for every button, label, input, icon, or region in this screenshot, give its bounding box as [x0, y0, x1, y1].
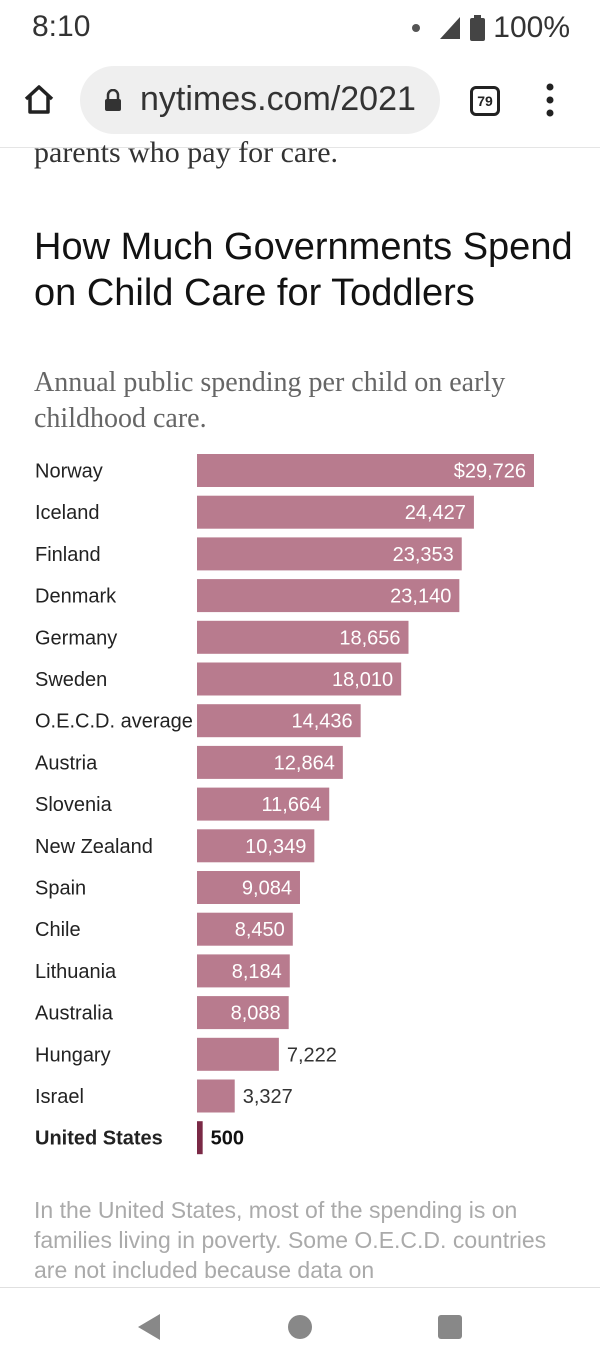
- value-label: 12,864: [274, 752, 335, 774]
- bar: [197, 996, 289, 1030]
- status-bar: 8:10 100%: [0, 0, 600, 56]
- bar: [197, 1037, 279, 1071]
- tab-switcher-icon[interactable]: 79: [470, 86, 500, 116]
- bar: [197, 745, 343, 779]
- signal-icon: [440, 17, 461, 39]
- category-label: Lithuania: [35, 961, 117, 983]
- bar: [197, 579, 460, 613]
- category-label: Australia: [35, 1003, 114, 1025]
- battery-level: 100%: [493, 11, 570, 44]
- home-button-icon[interactable]: [288, 1315, 312, 1339]
- bar: [197, 495, 474, 529]
- lock-icon: [105, 89, 121, 111]
- category-label: O.E.C.D. average: [35, 711, 193, 733]
- value-label: 23,353: [393, 544, 454, 566]
- value-label: 8,184: [232, 961, 282, 983]
- address-bar[interactable]: nytimes.com/2021: [80, 66, 440, 134]
- bar: [197, 912, 293, 946]
- bar: [197, 454, 534, 487]
- bar: [197, 787, 330, 821]
- bar: [197, 1079, 235, 1113]
- status-icons: 100%: [412, 11, 570, 45]
- value-label: 11,664: [262, 794, 322, 816]
- value-label: 3,327: [243, 1086, 293, 1108]
- value-label: 8,088: [231, 1003, 281, 1025]
- chart-title: How Much Governments Spend on Child Care…: [34, 226, 573, 314]
- bar: [197, 662, 402, 696]
- bar-chart: Norway $29,726 Iceland 24,427 Finland 23,353 D…: [35, 454, 534, 1155]
- chart-footnote: In the United States, most of the spendi…: [34, 1197, 547, 1283]
- category-label: Hungary: [35, 1044, 111, 1066]
- value-label: 10,349: [245, 836, 306, 858]
- bar: [197, 704, 361, 738]
- category-label: Chile: [35, 919, 81, 941]
- value-label: 9,084: [242, 878, 292, 900]
- url-text: nytimes.com/2021: [140, 80, 416, 118]
- bar: [197, 871, 300, 904]
- value-label: 24,427: [405, 502, 466, 524]
- value-label: 18,656: [339, 627, 400, 649]
- bar: [197, 537, 462, 571]
- value-label: 500: [211, 1128, 244, 1150]
- value-label: $29,726: [454, 461, 526, 483]
- category-label: Iceland: [35, 502, 100, 524]
- category-label: Israel: [35, 1086, 84, 1108]
- battery-icon: [470, 15, 486, 41]
- bar: [197, 829, 315, 863]
- bar: [197, 1121, 203, 1155]
- category-label: Slovenia: [35, 794, 113, 816]
- category-label: New Zealand: [35, 836, 153, 858]
- bar: [197, 620, 409, 654]
- category-label: Austria: [35, 752, 98, 774]
- category-label: Finland: [35, 544, 101, 566]
- category-label: United States: [35, 1128, 163, 1150]
- value-label: 23,140: [390, 586, 451, 608]
- category-label: Germany: [35, 627, 117, 649]
- recent-apps-icon[interactable]: [438, 1315, 462, 1339]
- browser-toolbar: nytimes.com/2021 79: [0, 56, 600, 148]
- article-previous-text: parents who pay for care.: [34, 136, 339, 169]
- bar: [197, 954, 290, 988]
- value-label: 8,450: [235, 919, 285, 941]
- status-time: 8:10: [32, 10, 91, 43]
- notification-dot-icon: [412, 24, 421, 32]
- category-label: Spain: [35, 878, 86, 900]
- value-label: 7,222: [287, 1044, 337, 1066]
- category-label: Norway: [35, 461, 103, 483]
- value-label: 18,010: [332, 669, 393, 691]
- category-label: Sweden: [35, 669, 107, 691]
- overflow-menu-icon[interactable]: [540, 80, 560, 120]
- category-label: Denmark: [35, 586, 117, 608]
- back-icon[interactable]: [136, 1312, 162, 1342]
- value-label: 14,436: [291, 711, 352, 733]
- chart-subtitle: Annual public spending per child on earl…: [34, 367, 506, 434]
- home-icon[interactable]: [22, 82, 56, 116]
